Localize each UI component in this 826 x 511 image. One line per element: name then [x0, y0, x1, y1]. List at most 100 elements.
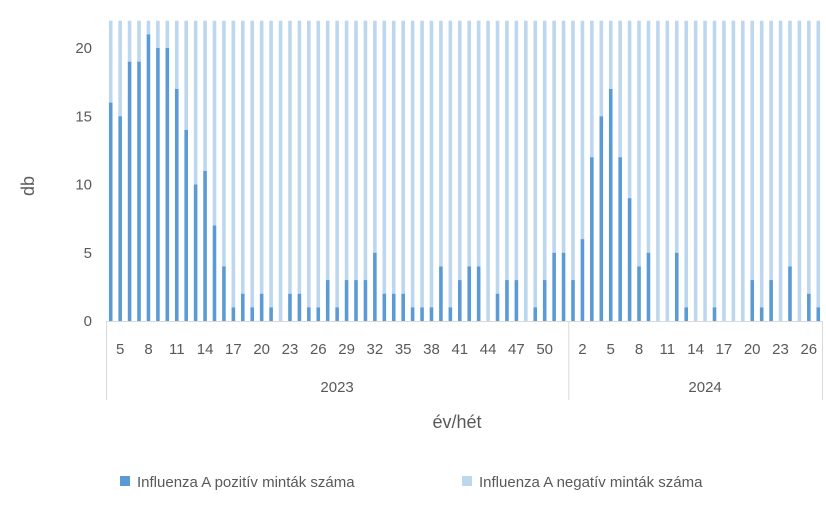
- bar-positive: [637, 266, 641, 321]
- bar-negative: [193, 20, 198, 185]
- bar-negative: [797, 20, 802, 321]
- bar-negative: [769, 20, 773, 281]
- bar-positive: [307, 307, 311, 321]
- bar-negative: [646, 20, 651, 253]
- bar-positive: [222, 266, 226, 321]
- bar-negative: [590, 20, 594, 158]
- y-axis-ticks: 0 5 10 15 20: [75, 40, 92, 330]
- x-tick-label: 11: [169, 341, 185, 358]
- x-tick-label: 26: [310, 341, 327, 358]
- bar-positive: [505, 280, 509, 321]
- bar-negative: [684, 20, 688, 308]
- x-tick-label: 8: [144, 341, 152, 358]
- bar-negative: [533, 20, 538, 308]
- x-tick-label: 23: [772, 341, 789, 358]
- bar-positive: [203, 170, 207, 321]
- legend-label-negative: Influenza A negatív minták száma: [479, 474, 703, 491]
- bar-positive: [684, 307, 688, 321]
- x-tick-label: 50: [536, 341, 553, 358]
- x-axis-ticks: 5 8 11 14 17 20 23 26 29 32 35 38 41 44 47 50 2 5 8 11 14 17 2…: [116, 341, 817, 358]
- bar-negative: [476, 20, 481, 267]
- y-tick-label: 5: [84, 245, 92, 262]
- bar-negative: [552, 20, 556, 253]
- bar-positive: [156, 48, 160, 321]
- x-tick-label: 2: [578, 341, 586, 358]
- y-tick-label: 20: [75, 40, 92, 57]
- bar-negative: [259, 20, 264, 294]
- bar-positive: [759, 307, 764, 321]
- bar-negative: [665, 20, 670, 321]
- x-axis-group-labels: 2023 2024: [320, 379, 721, 396]
- bar-negative: [457, 20, 462, 281]
- bar-positive: [335, 307, 339, 321]
- bar-negative: [693, 20, 698, 321]
- bar-negative: [703, 20, 707, 321]
- bar-negative: [505, 20, 509, 281]
- x-tick-label: 14: [687, 341, 704, 358]
- bar-negative: [278, 20, 283, 321]
- bar-negative: [712, 20, 717, 308]
- bar-negative: [580, 20, 585, 240]
- bar-negative: [618, 20, 622, 158]
- bar-positive: [212, 225, 217, 321]
- bar-positive: [344, 280, 349, 321]
- bar-negative: [127, 20, 132, 62]
- bar-positive: [118, 116, 122, 321]
- x-tick-label: 32: [367, 341, 384, 358]
- bar-negative: [156, 20, 160, 48]
- legend-swatch-negative: [462, 476, 472, 486]
- bar-positive: [288, 293, 292, 321]
- bar-positive: [674, 252, 679, 321]
- x-tick-label: 5: [607, 341, 615, 358]
- x-tick-label: 26: [800, 341, 817, 358]
- bar-positive: [618, 157, 622, 321]
- bar-positive: [146, 34, 151, 321]
- bar-negative: [118, 20, 122, 117]
- bar-positive: [269, 307, 273, 321]
- bar-negative: [203, 20, 207, 171]
- bar-positive: [363, 280, 368, 321]
- x-tick-label: 29: [338, 341, 355, 358]
- bar-positive: [391, 293, 396, 321]
- x-tick-label: 17: [716, 341, 733, 358]
- bar-positive: [184, 129, 188, 321]
- bar-positive: [807, 293, 811, 321]
- bar-negative: [250, 20, 255, 308]
- bar-negative: [146, 20, 151, 35]
- x-group-label: 2023: [320, 379, 353, 396]
- bar-positive: [354, 280, 358, 321]
- bar-negative: [788, 20, 792, 267]
- bar-positive: [429, 307, 434, 321]
- bar-negative: [439, 20, 443, 267]
- y-tick-label: 15: [75, 108, 92, 125]
- bar-negative: [816, 20, 821, 308]
- bar-negative: [231, 20, 236, 308]
- x-tick-label: 8: [635, 341, 643, 358]
- bar-negative: [297, 20, 302, 294]
- bar-positive: [127, 61, 132, 322]
- bar-negative: [807, 20, 811, 294]
- bar-negative: [401, 20, 405, 294]
- positive-bars: [108, 34, 821, 322]
- x-tick-label: 47: [508, 341, 525, 358]
- x-tick-label: 23: [282, 341, 299, 358]
- x-tick-label: 17: [225, 341, 242, 358]
- bar-negative: [524, 20, 528, 321]
- bar-negative: [363, 20, 368, 281]
- bar-negative: [429, 20, 434, 308]
- bar-positive: [448, 307, 453, 321]
- bar-negative: [608, 20, 613, 89]
- bar-positive: [174, 88, 179, 321]
- bar-positive: [108, 102, 113, 321]
- bar-positive: [590, 157, 594, 321]
- bar-positive: [373, 252, 377, 321]
- bar-positive: [542, 280, 547, 321]
- bar-negative: [722, 20, 726, 321]
- y-tick-label: 0: [84, 313, 92, 330]
- x-tick-label: 20: [253, 341, 270, 358]
- bar-positive: [476, 266, 481, 321]
- bar-negative: [222, 20, 226, 267]
- bar-positive: [514, 280, 519, 321]
- x-axis: [106, 321, 823, 400]
- bar-negative: [467, 20, 472, 267]
